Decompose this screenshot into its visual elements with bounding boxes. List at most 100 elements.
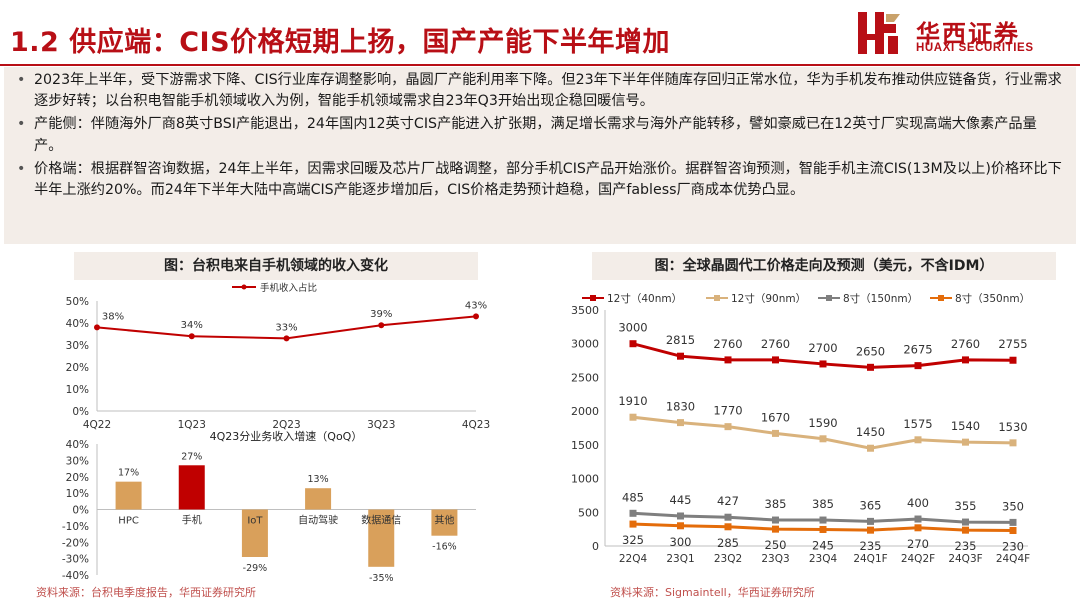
chart3-data-label: 230 — [1002, 539, 1024, 553]
chart2-y-tick: -30% — [62, 554, 89, 566]
chart3-point — [914, 515, 922, 523]
chart3-data-label: 2755 — [998, 337, 1027, 351]
chart3-data-label: 325 — [622, 533, 644, 547]
chart3-data-label: 445 — [670, 493, 692, 507]
chart3-point — [819, 435, 827, 443]
chart3-legend-marker — [826, 295, 832, 301]
chart3-data-label: 1540 — [951, 419, 980, 433]
chart1-y-tick: 20% — [66, 362, 89, 374]
chart3-data-label: 3000 — [618, 321, 647, 335]
chart1-x-tick: 2Q23 — [272, 419, 300, 431]
chart2-bar — [178, 465, 205, 510]
chart3-data-label: 2815 — [666, 333, 695, 347]
chart3-y-tick: 2500 — [571, 371, 599, 384]
chart2-bar — [241, 509, 268, 557]
chart1-y-tick: 40% — [66, 318, 89, 330]
page-title: 1.2 供应端：CIS价格短期上扬，国产产能下半年增加 — [10, 27, 671, 58]
right-source-note: 资料来源：Sigmaintell，华西证券研究所 — [610, 586, 815, 599]
chart2-data-label: 27% — [181, 451, 202, 462]
chart1-y-tick: 50% — [66, 296, 89, 308]
chart1-point — [473, 313, 479, 320]
chart3-data-label: 285 — [717, 536, 739, 550]
chart3-data-label: 270 — [907, 537, 929, 551]
chart3-point — [629, 340, 637, 348]
chart3-point — [962, 356, 969, 364]
chart1-data-label: 38% — [102, 311, 124, 322]
chart1-data-label: 39% — [370, 309, 392, 320]
chart3-point — [914, 524, 922, 532]
chart3-point — [1009, 518, 1017, 526]
chart3-data-label: 1830 — [666, 400, 695, 414]
chart3-point — [724, 356, 732, 364]
chart1-x-tick: 4Q22 — [83, 419, 111, 431]
chart2-data-label: 17% — [118, 468, 139, 479]
chart3-point — [629, 413, 637, 421]
chart3-point — [819, 516, 827, 524]
chart3-point — [677, 352, 684, 360]
chart3-x-tick: 24Q3F — [948, 553, 982, 565]
chart3-data-label: 485 — [622, 490, 644, 504]
chart3-point — [772, 429, 779, 437]
chart1-point — [188, 333, 195, 340]
chart2-category-label: IoT — [247, 516, 263, 527]
chart1-legend-marker — [241, 284, 247, 290]
company-logo: 华西证券 HUAXI SECURITIES — [858, 10, 1068, 58]
chart3-point — [914, 362, 922, 370]
chart3-data-label: 1910 — [618, 394, 647, 408]
chart2-y-tick: -10% — [62, 521, 89, 533]
chart1-y-tick: 30% — [66, 340, 89, 352]
chart3-x-tick: 23Q1 — [666, 553, 694, 565]
chart2-y-tick: 10% — [66, 488, 89, 500]
chart1-y-tick: 0% — [72, 406, 89, 418]
chart1-data-label: 43% — [465, 300, 487, 311]
chart3-point — [629, 520, 637, 528]
chart3-legend-label: 12寸（40nm） — [607, 292, 682, 305]
chart3-point — [867, 526, 874, 534]
chart3-point — [819, 525, 827, 533]
chart3-data-label: 400 — [907, 496, 929, 510]
logo-text-en: HUAXI SECURITIES — [916, 42, 1034, 54]
huaxi-logo-icon — [858, 12, 900, 54]
chart3-data-label: 427 — [717, 494, 739, 508]
chart2-y-tick: 20% — [66, 472, 89, 484]
chart3-x-tick: 23Q3 — [761, 553, 789, 565]
chart3-point — [914, 436, 922, 444]
chart1-x-tick: 4Q23 — [462, 419, 490, 431]
chart3-point — [677, 522, 684, 530]
chart2-bar — [305, 488, 332, 510]
chart3-point — [1009, 526, 1017, 534]
chart3-point — [1009, 356, 1017, 364]
chart3-data-label: 1450 — [856, 425, 885, 439]
bullet-price: 价格端：根据群智咨询数据，24年上半年，因需求回暖及芯片厂战略调整，部分手机CI… — [14, 159, 1064, 201]
chart2-bar — [115, 481, 142, 510]
chart2-y-tick: -20% — [62, 537, 89, 549]
chart3-data-label: 365 — [860, 498, 882, 512]
chart2-data-label: -29% — [243, 563, 268, 574]
chart3-data-label: 1530 — [998, 420, 1027, 434]
chart3-point — [724, 423, 732, 431]
chart3-legend-label: 8寸（150nm） — [843, 292, 918, 305]
chart3-data-label: 350 — [1002, 499, 1024, 513]
chart3-point — [629, 509, 637, 517]
chart1-point — [94, 324, 100, 331]
chart2-category-label: HPC — [118, 516, 139, 527]
chart3-data-label: 2700 — [808, 341, 837, 355]
chart3-point — [819, 360, 827, 368]
chart2-y-tick: 0% — [72, 505, 89, 517]
chart1-data-label: 34% — [181, 320, 203, 331]
chart2-bar — [431, 509, 458, 536]
chart3-point — [962, 526, 969, 534]
chart2-data-label: 13% — [308, 474, 329, 485]
chart3-data-label: 1575 — [903, 417, 932, 431]
chart2-category-label: 手机 — [182, 514, 202, 527]
chart3-point — [772, 525, 779, 533]
chart3-x-tick: 24Q1F — [853, 553, 887, 565]
chart3-data-label: 1770 — [713, 404, 742, 418]
chart3-data-label: 2760 — [761, 337, 790, 351]
chart3-point — [724, 513, 732, 521]
chart1-data-label: 33% — [275, 322, 297, 333]
chart3-y-tick: 0 — [592, 540, 599, 553]
chart2-title: 4Q23分业务收入增速（QoQ） — [210, 429, 363, 443]
chart3-y-tick: 1500 — [571, 439, 599, 452]
chart3-point — [867, 363, 874, 371]
